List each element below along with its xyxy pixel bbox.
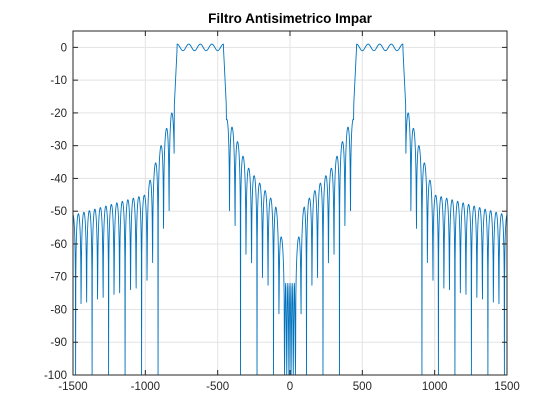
- y-tick-label: -70: [50, 272, 67, 284]
- y-tick-label: -10: [50, 75, 67, 87]
- y-tick-label: -40: [50, 173, 67, 185]
- y-tick-label: 0: [61, 42, 67, 54]
- x-tick-label: 1500: [494, 381, 520, 393]
- x-tick-label: 1000: [422, 381, 448, 393]
- y-tick-label: -60: [50, 239, 67, 251]
- magnitude-response-line: [73, 43, 507, 375]
- y-tick-label: -20: [50, 108, 67, 120]
- y-tick-label: -100: [44, 370, 67, 382]
- y-tick-label: -30: [50, 141, 67, 153]
- y-tick-label: -80: [50, 304, 67, 316]
- chart-title: Filtro Antisimetrico Impar: [208, 11, 373, 26]
- y-tick-label: -50: [50, 206, 67, 218]
- x-tick-label: -1500: [58, 381, 87, 393]
- x-tick-label: 500: [353, 381, 372, 393]
- x-tick-label: -500: [206, 381, 229, 393]
- y-tick-label: -90: [50, 337, 67, 349]
- x-tick-label: -1000: [131, 381, 160, 393]
- x-tick-label: 0: [287, 381, 293, 393]
